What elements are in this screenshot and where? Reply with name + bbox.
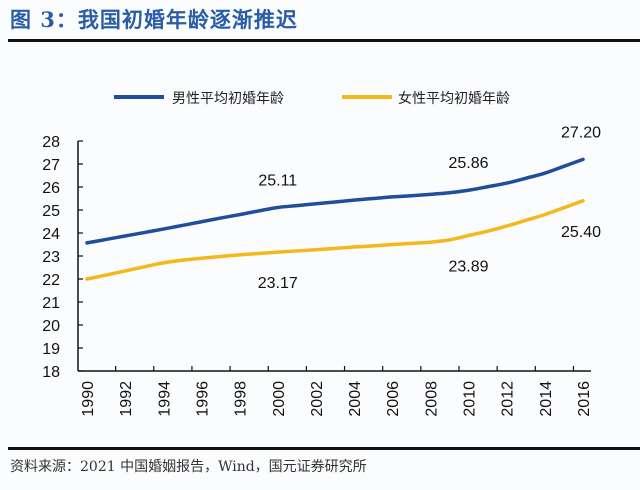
figure-title: 图 3：我国初婚年龄逐渐推迟 xyxy=(10,7,298,32)
x-tick-label: 2008 xyxy=(423,381,440,417)
y-tick-label: 25 xyxy=(42,203,60,220)
axes: 18 19 20 21 22 23 24 25 26 27 28 1990 1992 1994 1996 19… xyxy=(42,134,593,417)
y-tick-label: 24 xyxy=(42,226,60,243)
x-tick-label: 2004 xyxy=(347,381,364,417)
y-tick-label: 28 xyxy=(42,134,60,151)
data-label: 25.86 xyxy=(449,155,489,172)
y-tick-label: 26 xyxy=(42,180,60,197)
x-tick-label: 2016 xyxy=(576,381,593,417)
x-tick-label: 2002 xyxy=(309,381,326,417)
annotations: 25.11 23.17 25.86 23.89 27.20 25.40 xyxy=(258,124,601,292)
legend: 男性平均初婚年龄 女性平均初婚年龄 xyxy=(114,90,510,107)
data-label: 23.17 xyxy=(258,275,298,292)
x-tick-label: 1996 xyxy=(194,381,211,417)
source-note: 资料来源：2021 中国婚姻报告，Wind，国元证券研究所 xyxy=(10,459,367,475)
series-line-female xyxy=(85,199,585,281)
y-tick-label: 23 xyxy=(42,249,60,266)
series-line-male xyxy=(85,157,585,245)
x-tick-label: 1998 xyxy=(233,381,250,417)
x-tick-label: 1990 xyxy=(80,381,97,417)
legend-label: 女性平均初婚年龄 xyxy=(398,90,510,107)
x-tick-label: 1992 xyxy=(118,381,135,417)
x-tick-label: 2010 xyxy=(462,381,479,417)
x-tick-label: 1994 xyxy=(156,381,173,417)
y-tick-label: 18 xyxy=(42,364,60,381)
legend-label: 男性平均初婚年龄 xyxy=(172,90,284,107)
series-group xyxy=(85,157,585,281)
y-tick-label: 27 xyxy=(42,157,60,174)
y-tick-label: 22 xyxy=(42,272,60,289)
x-tick-label: 2000 xyxy=(271,381,288,417)
data-label: 27.20 xyxy=(561,124,601,141)
x-tick-label: 2006 xyxy=(385,381,402,417)
data-label: 23.89 xyxy=(449,259,489,276)
x-tick-label: 2012 xyxy=(500,381,517,417)
x-tick-label: 2014 xyxy=(538,381,555,417)
top-rule xyxy=(8,39,640,42)
data-label: 25.40 xyxy=(561,224,601,241)
y-tick-label: 20 xyxy=(42,318,60,335)
y-tick-label: 19 xyxy=(42,341,60,358)
data-label: 25.11 xyxy=(258,172,297,189)
y-tick-label: 21 xyxy=(42,295,60,312)
bottom-rule xyxy=(8,447,640,450)
